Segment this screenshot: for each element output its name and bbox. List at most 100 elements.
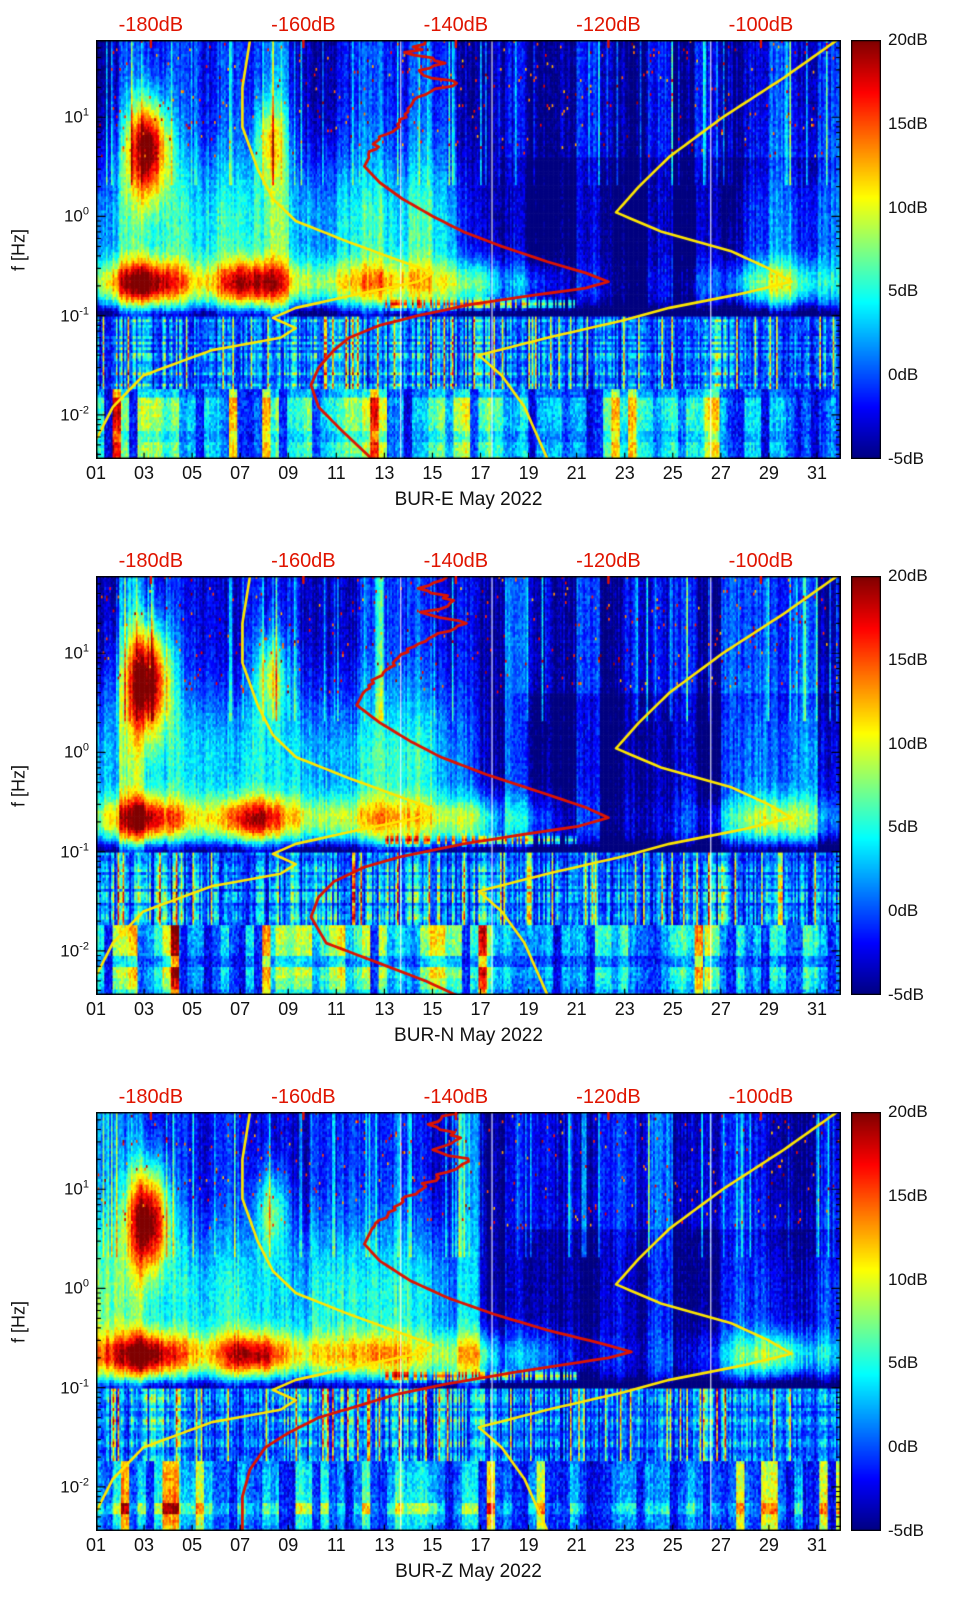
y-tick-base: 10 — [60, 842, 80, 862]
y-tick-column: 101 100 10-1 10-2 — [32, 40, 96, 459]
y-tick-label: 10-2 — [60, 1477, 89, 1498]
x-tick-label: 17 — [470, 999, 491, 1019]
y-tick-exponent: -1 — [79, 841, 89, 854]
y-tick-base: 10 — [60, 1477, 80, 1497]
y-tick-base: 10 — [63, 1278, 83, 1298]
x-tick-row: 01 03 05 07 09 11 13 15 17 19 21 23 25 27 29 31 — [86, 995, 841, 1022]
spectrogram-panel-BUR-E: -180dB -160dB -140dB -120dB -100dB f [Hz] 101 1… — [6, 6, 962, 520]
colorbar-BUR-N — [851, 576, 881, 995]
colorbar-tick-label: 10dB — [888, 1269, 928, 1289]
y-tick-label: 10-1 — [60, 305, 89, 326]
colorbar-tick-label: 10dB — [888, 733, 928, 753]
x-tick-label: 19 — [518, 999, 539, 1019]
x-tick-row: 01 03 05 07 09 11 13 15 17 19 21 23 25 27 29 31 — [86, 1531, 841, 1558]
y-tick-label: 10-1 — [60, 1377, 89, 1398]
top-axis-label: -100dB — [728, 550, 794, 572]
plot-row: f [Hz] 101 100 10-1 10-2 20dB 15dB 10dB 5dB 0dB -5… — [6, 30, 962, 468]
y-tick-exponent: -2 — [79, 1476, 89, 1489]
top-axis-label: -180dB — [118, 1086, 184, 1108]
y-axis-label: f [Hz] — [8, 1300, 29, 1343]
colorbar-column — [851, 40, 881, 459]
colorbar-tick-label: 0dB — [888, 901, 919, 921]
x-tick-label: 11 — [326, 463, 346, 483]
x-tick-label: 27 — [710, 1535, 731, 1555]
y-axis-label: f [Hz] — [8, 228, 29, 271]
colorbar-tick-label: -5dB — [888, 449, 924, 468]
spectrogram-heatmap-BUR-N — [96, 576, 841, 995]
y-tick-exponent: -2 — [79, 940, 89, 953]
x-axis-title: BUR-E May 2022 — [394, 489, 543, 510]
x-tick-label: 27 — [710, 999, 731, 1019]
y-tick-label: 10-2 — [60, 405, 89, 426]
x-tick-label: 07 — [230, 999, 251, 1019]
x-tick-label: 19 — [518, 463, 539, 483]
x-tick-row: 01 03 05 07 09 11 13 15 17 19 21 23 25 27 29 31 — [86, 459, 841, 486]
colorbar-tick-label: 20dB — [888, 566, 928, 585]
colorbar-tick-label: 15dB — [888, 649, 928, 669]
x-tick-label: 09 — [278, 1535, 299, 1555]
x-tick-label: 05 — [182, 999, 203, 1019]
y-tick-base: 10 — [60, 405, 80, 425]
y-axis-label-column: f [Hz] — [6, 576, 32, 995]
y-tick-base: 10 — [60, 1378, 80, 1398]
x-tick-label: 23 — [614, 1535, 635, 1555]
top-db-axis: -180dB -160dB -140dB -120dB -100dB — [96, 542, 841, 576]
y-tick-exponent: -1 — [79, 1377, 89, 1390]
y-tick-base: 10 — [63, 1179, 83, 1199]
colorbar-tick-label: -5dB — [888, 985, 924, 1004]
top-axis-label: -100dB — [728, 14, 794, 36]
x-tick-label: 03 — [134, 1535, 155, 1555]
top-axis-label: -180dB — [118, 550, 184, 572]
colorbar-tick-label: -5dB — [888, 1521, 924, 1540]
y-axis-label-column: f [Hz] — [6, 40, 32, 459]
x-axis-title: BUR-N May 2022 — [394, 1025, 543, 1046]
y-tick-exponent: 0 — [82, 742, 89, 755]
x-tick-label: 01 — [85, 1535, 107, 1555]
x-tick-label: 13 — [374, 463, 395, 483]
x-tick-label: 15 — [422, 463, 443, 483]
x-tick-label: 23 — [614, 999, 635, 1019]
colorbar-gap — [841, 576, 851, 995]
x-tick-label: 07 — [230, 463, 251, 483]
x-tick-label: 29 — [758, 463, 779, 483]
colorbar-column — [851, 576, 881, 995]
y-tick-label: 10-1 — [60, 841, 89, 862]
y-tick-base: 10 — [63, 742, 83, 762]
colorbar-gap — [841, 40, 851, 459]
x-tick-label: 31 — [806, 463, 827, 483]
x-tick-label: 29 — [758, 1535, 779, 1555]
colorbar-label-column: 20dB 15dB 10dB 5dB 0dB -5dB — [881, 1102, 943, 1540]
y-tick-base: 10 — [63, 206, 83, 226]
top-axis-label: -140dB — [423, 14, 489, 36]
y-tick-exponent: -2 — [79, 404, 89, 417]
y-tick-column: 101 100 10-1 10-2 — [32, 1112, 96, 1531]
x-tick-label: 17 — [470, 1535, 491, 1555]
top-axis-label: -180dB — [118, 14, 184, 36]
x-tick-label: 09 — [278, 999, 299, 1019]
x-tick-label: 09 — [278, 463, 299, 483]
spectrogram-plot-area — [96, 40, 841, 459]
x-tick-label: 13 — [374, 1535, 395, 1555]
y-tick-base: 10 — [63, 107, 83, 127]
x-tick-label: 03 — [134, 999, 155, 1019]
y-tick-label: 100 — [64, 1278, 89, 1299]
x-tick-label: 05 — [182, 1535, 203, 1555]
x-axis-title: BUR-Z May 2022 — [395, 1561, 542, 1582]
x-tick-label: 13 — [374, 999, 395, 1019]
y-tick-exponent: 1 — [82, 106, 89, 119]
x-tick-label: 05 — [182, 463, 203, 483]
colorbar-tick-label: 0dB — [888, 365, 919, 385]
colorbar-BUR-Z — [851, 1112, 881, 1531]
top-axis-label: -140dB — [423, 550, 489, 572]
y-axis-label-column: f [Hz] — [6, 1112, 32, 1531]
y-tick-exponent: 0 — [82, 1278, 89, 1291]
spectrogram-plot-area — [96, 1112, 841, 1531]
x-tick-label: 27 — [710, 463, 731, 483]
y-tick-exponent: 1 — [82, 642, 89, 655]
x-tick-label: 21 — [566, 463, 587, 483]
x-tick-label: 03 — [134, 463, 155, 483]
x-tick-label: 19 — [518, 1535, 539, 1555]
top-axis-label: -160dB — [271, 1086, 336, 1108]
top-axis-label: -160dB — [271, 550, 336, 572]
y-axis-label: f [Hz] — [8, 764, 29, 807]
